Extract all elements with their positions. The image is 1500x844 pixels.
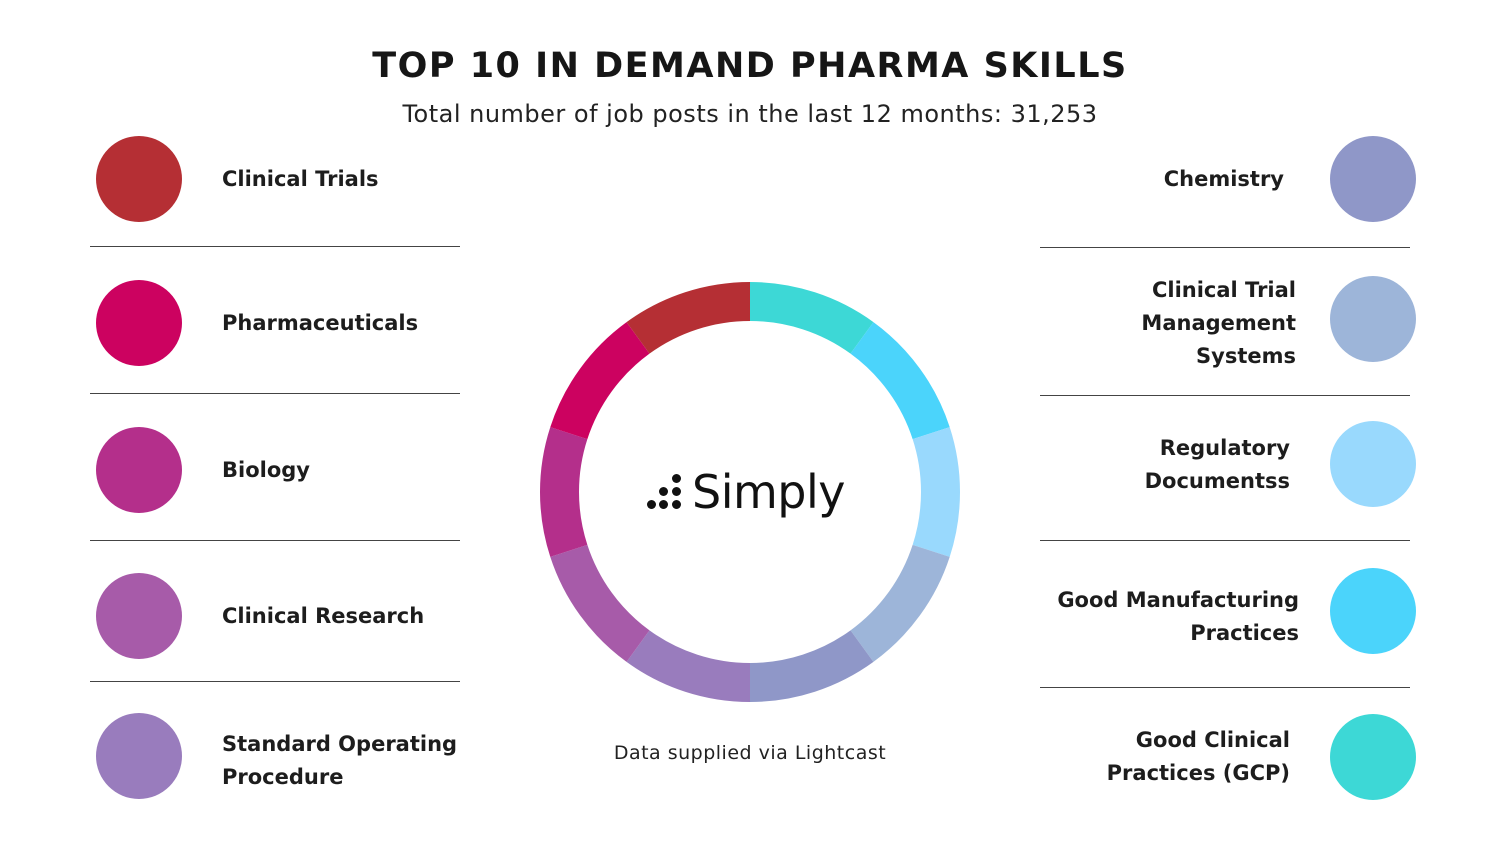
legend-label-clinical-trial-management-systems: Clinical Trial Management Systems	[1141, 274, 1296, 373]
logo-dot	[647, 500, 656, 509]
legend-label-line: Clinical Trials	[222, 167, 379, 191]
legend-label-line: Clinical Trial	[1151, 278, 1296, 302]
page-title: TOP 10 IN DEMAND PHARMA SKILLS	[372, 46, 1128, 86]
legend-label-good-clinical-practices: Good Clinical Practices (GCP)	[1107, 724, 1290, 790]
donut-segment-biology	[540, 427, 588, 557]
legend-swatch-standard-operating-procedure	[96, 713, 182, 799]
legend-label-line: Good Clinical	[1135, 728, 1290, 752]
legend-swatch-chemistry	[1330, 136, 1416, 222]
legend-swatch-good-manufacturing-practices	[1330, 568, 1416, 654]
legend-label-line: Good Manufacturing	[1057, 588, 1299, 612]
legend-label-line: Practices	[1190, 621, 1299, 645]
divider	[1040, 247, 1410, 248]
donut-segment-regulatory-documentss	[912, 427, 960, 557]
donut-segment-good-manufacturing-practices	[850, 322, 950, 440]
legend-label-regulatory-documentss: Regulatory Documentss	[1145, 432, 1290, 498]
logo-dot	[672, 487, 681, 496]
donut-segment-chemistry	[750, 630, 874, 702]
divider	[90, 681, 460, 682]
logo-dot	[659, 487, 668, 496]
donut-segment-clinical-trial-management-systems	[850, 544, 950, 662]
legend-label-good-manufacturing-practices: Good Manufacturing Practices	[1057, 584, 1299, 650]
legend-swatch-clinical-trial-management-systems	[1330, 276, 1416, 362]
donut-chart	[540, 282, 960, 702]
legend-label-clinical-research: Clinical Research	[222, 600, 424, 633]
legend-label-line: Clinical Research	[222, 604, 425, 628]
donut-segment-pharmaceuticals	[550, 322, 650, 440]
legend-swatch-good-clinical-practices	[1330, 714, 1416, 800]
legend-label-line: Biology	[222, 458, 310, 482]
legend-label-clinical-trials: Clinical Trials	[222, 163, 379, 196]
legend-label-line: Systems	[1196, 344, 1296, 368]
legend-label-line: Regulatory	[1159, 436, 1290, 460]
donut-segment-clinical-research	[550, 544, 650, 662]
legend-label-line: Pharmaceuticals	[222, 311, 419, 335]
logo-dot	[659, 500, 668, 509]
legend-label-standard-operating-procedure: Standard Operating Procedure	[222, 728, 457, 794]
donut-segment-clinical-trials	[626, 282, 750, 354]
logo-text: Simply	[692, 465, 846, 519]
divider	[1040, 540, 1410, 541]
donut-segment-good-clinical-practices-gcp	[750, 282, 874, 354]
legend-label-line: Management	[1141, 311, 1296, 335]
divider	[90, 393, 460, 394]
legend-swatch-pharmaceuticals	[96, 280, 182, 366]
simply-logo: Simply	[644, 462, 864, 522]
page-subtitle: Total number of job posts in the last 12…	[402, 100, 1098, 128]
legend-label-chemistry: Chemistry	[1164, 163, 1284, 196]
footnote: Data supplied via Lightcast	[613, 742, 887, 764]
legend-swatch-clinical-research	[96, 573, 182, 659]
legend-label-pharmaceuticals: Pharmaceuticals	[222, 307, 418, 340]
divider	[90, 246, 460, 247]
donut-segment-standard-operating-procedure	[626, 630, 750, 702]
legend-swatch-clinical-trials	[96, 136, 182, 222]
divider	[1040, 395, 1410, 396]
legend-label-line: Standard Operating	[222, 732, 458, 756]
legend-label-line: Practices (GCP)	[1106, 761, 1290, 785]
logo-dot	[672, 474, 681, 483]
legend-label-biology: Biology	[222, 454, 310, 487]
legend-label-line: Documentss	[1144, 469, 1290, 493]
divider	[90, 540, 460, 541]
legend-label-line: Chemistry	[1163, 167, 1284, 191]
legend-swatch-biology	[96, 427, 182, 513]
legend-label-line: Procedure	[222, 765, 344, 789]
divider	[1040, 687, 1410, 688]
legend-swatch-regulatory-documentss	[1330, 421, 1416, 507]
logo-dot	[672, 500, 681, 509]
